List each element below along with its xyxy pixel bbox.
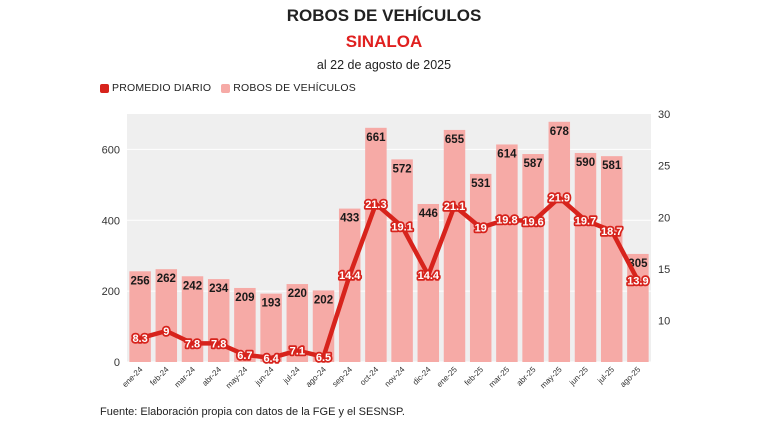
legend: PROMEDIO DIARIO ROBOS DE VEHÍCULOS <box>100 82 366 94</box>
line-value-label: 6.7 <box>237 350 252 362</box>
x-tick-label: abr-24 <box>200 365 223 388</box>
bar-value-label: 220 <box>288 288 307 300</box>
bar-value-label: 242 <box>183 280 202 292</box>
x-tick-label: mar-25 <box>487 365 512 390</box>
x-tick-label: jun-25 <box>567 365 590 388</box>
series-line <box>137 195 641 361</box>
line-value-label: 19.1 <box>391 222 412 234</box>
bar <box>129 271 151 362</box>
x-tick-label: sep-24 <box>330 365 354 389</box>
line-value-label: 9 <box>163 326 169 338</box>
y-left-tick-label: 400 <box>102 215 120 227</box>
y-right-tick-label: 30 <box>658 109 670 121</box>
y-right-tick-label: 15 <box>658 264 670 276</box>
bar-value-label: 655 <box>445 134 465 146</box>
bar-value-label: 209 <box>235 292 254 304</box>
bar-value-label: 262 <box>157 273 176 285</box>
line-value-label: 8.3 <box>132 333 147 345</box>
bar <box>391 159 413 362</box>
bar <box>443 129 466 362</box>
line-value-label: 7.8 <box>185 338 200 350</box>
line-value-label: 19.6 <box>522 216 543 228</box>
bar <box>338 208 361 362</box>
bar <box>260 293 282 362</box>
y-left-tick-label: 200 <box>102 286 120 298</box>
x-tick-label: jun-24 <box>253 365 276 388</box>
bar-value-label: 661 <box>366 132 386 144</box>
line-value-label: 7.1 <box>290 346 305 358</box>
line-value-label: 19.7 <box>575 215 596 227</box>
legend-item-line: PROMEDIO DIARIO <box>100 82 211 94</box>
chart-subtitle: SINALOA <box>345 32 423 51</box>
x-tick-label: may-25 <box>538 365 564 391</box>
bar-value-label: 256 <box>131 275 150 287</box>
x-tick-label: may-24 <box>224 365 250 391</box>
plot-area <box>127 114 651 362</box>
legend-bar-label: ROBOS DE VEHÍCULOS <box>233 82 356 94</box>
bar-value-label: 572 <box>393 163 412 175</box>
y-left-tick-label: 600 <box>102 144 120 156</box>
bar <box>522 154 544 362</box>
bar <box>286 284 309 362</box>
line-value-label: 19 <box>475 223 487 235</box>
bar <box>600 156 623 362</box>
line-value-label: 14.4 <box>418 270 440 282</box>
x-tick-label: ene-25 <box>435 365 459 389</box>
line-value-label: 6.4 <box>263 353 279 365</box>
y-right-tick-label: 10 <box>658 316 670 328</box>
bar-value-label: 446 <box>419 208 438 220</box>
line-value-label: 6.5 <box>316 352 331 364</box>
line-value-label: 13.9 <box>627 275 648 287</box>
x-tick-label: mar-24 <box>173 365 198 390</box>
line-value-label: 14.4 <box>339 270 361 282</box>
bar-value-label: 678 <box>550 126 570 138</box>
bar <box>234 287 256 362</box>
bar <box>627 253 649 362</box>
x-tick-label: jul-25 <box>595 365 616 386</box>
bar <box>155 269 178 362</box>
x-tick-label: feb-24 <box>148 365 171 388</box>
bar-value-label: 202 <box>314 294 333 306</box>
chart-title: ROBOS DE VEHÍCULOS <box>286 6 482 25</box>
bar-value-label: 234 <box>209 283 229 295</box>
bar <box>548 121 571 363</box>
line-value-label: 21.9 <box>549 193 570 205</box>
x-tick-label: abr-25 <box>515 365 538 388</box>
bar-value-label: 590 <box>576 157 595 169</box>
bar <box>469 173 492 362</box>
y-right-tick-label: 20 <box>658 212 670 224</box>
x-tick-label: dic-24 <box>411 365 433 387</box>
x-tick-label: feb-25 <box>463 365 486 388</box>
line-value-label: 21.3 <box>365 199 386 211</box>
x-tick-label: oct-24 <box>358 365 380 387</box>
line-value-label: 7.8 <box>211 338 226 350</box>
bar-value-label: 193 <box>262 298 281 310</box>
x-tick-label: jul-24 <box>281 365 302 386</box>
legend-line-label: PROMEDIO DIARIO <box>112 82 212 94</box>
y-right-tick-label: 25 <box>658 161 670 173</box>
bar <box>574 152 597 362</box>
bar <box>417 203 440 362</box>
y-left-tick-label: 0 <box>114 357 120 369</box>
date-caption: al 22 de agosto de 2025 <box>316 58 452 72</box>
bar-value-label: 614 <box>497 148 517 160</box>
x-tick-label: ago-25 <box>618 365 642 389</box>
line-value-label: 19.8 <box>496 214 517 226</box>
x-tick-label: ene-24 <box>121 365 145 389</box>
source-note: Fuente: Elaboración propia con datos de … <box>100 406 405 418</box>
line-value-label: 21.1 <box>444 201 465 213</box>
x-tick-label: nov-24 <box>383 365 407 389</box>
line-value-label: 18.7 <box>601 226 622 238</box>
legend-item-bar: ROBOS DE VEHÍCULOS <box>221 82 356 94</box>
x-tick-label: ago-24 <box>304 365 328 389</box>
bar <box>496 144 518 362</box>
bar-value-label: 433 <box>340 213 359 225</box>
line-swatch <box>100 83 109 93</box>
bar <box>365 127 387 363</box>
bar-value-label: 581 <box>602 160 622 172</box>
bar-swatch <box>221 83 231 93</box>
bar-value-label: 587 <box>524 158 543 170</box>
bar-value-label: 531 <box>471 178 491 190</box>
